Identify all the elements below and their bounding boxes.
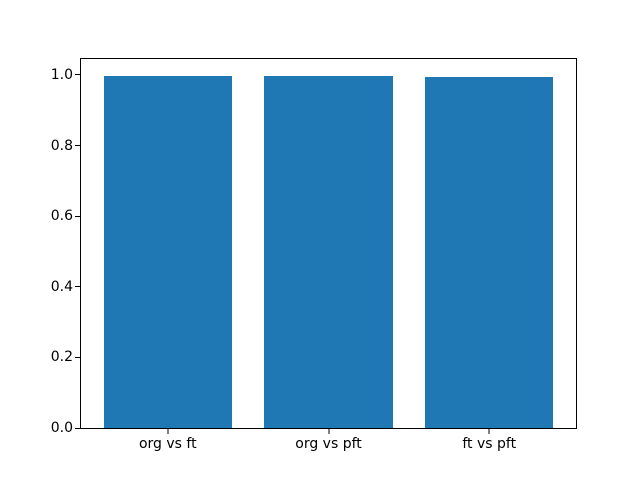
x-tick-label: org vs pft bbox=[295, 436, 362, 452]
y-tick-mark bbox=[75, 145, 80, 146]
y-tick-mark bbox=[75, 427, 80, 429]
plot-area: 0.0 0.2 0.4 0.6 0.8 1.0 org vs ft org vs pft ft… bbox=[51, 58, 577, 451]
y-tick-label: 0.0 bbox=[50, 420, 73, 436]
y-tick-label: 1.0 bbox=[50, 66, 73, 83]
x-tick-label: org vs ft bbox=[138, 436, 197, 452]
y-tick-mark bbox=[75, 356, 80, 358]
x-tick-label: ft vs pft bbox=[462, 436, 517, 452]
y-tick-label: 0.8 bbox=[50, 137, 73, 154]
y-tick-mark bbox=[75, 215, 80, 217]
x-tick-mark bbox=[167, 429, 169, 434]
bar bbox=[424, 77, 554, 428]
y-tick-label: 0.4 bbox=[50, 278, 73, 295]
y-tick-label: 0.2 bbox=[50, 349, 73, 366]
x-tick-mark bbox=[328, 429, 329, 434]
y-tick-label: 0.6 bbox=[50, 208, 73, 225]
bar bbox=[264, 75, 393, 428]
x-tick-mark bbox=[488, 429, 490, 434]
y-tick-mark bbox=[75, 74, 80, 76]
bar bbox=[103, 75, 233, 428]
y-tick-mark bbox=[75, 286, 80, 288]
